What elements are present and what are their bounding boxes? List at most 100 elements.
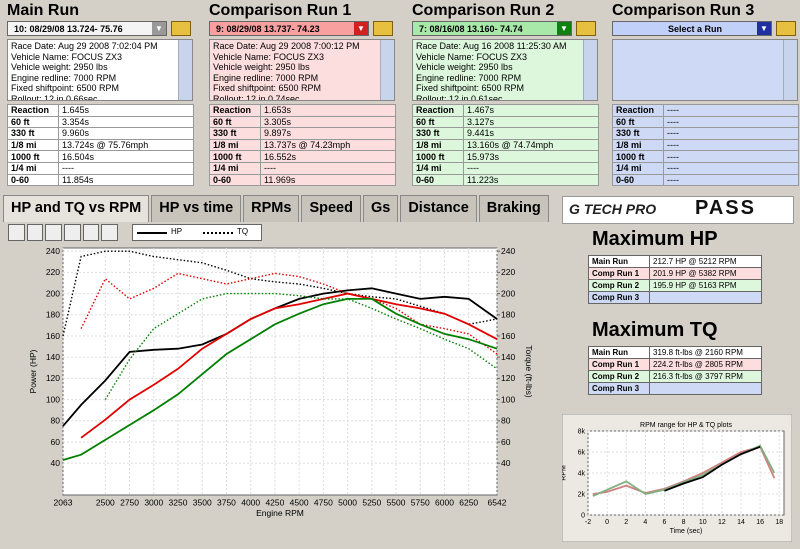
x-tick-label: 2500 bbox=[96, 498, 115, 508]
max-row: Comp Run 2 195.9 HP @ 5163 RPM bbox=[588, 279, 762, 292]
folder-icon[interactable] bbox=[776, 21, 796, 36]
toolbar: HP TQ bbox=[8, 224, 262, 242]
stats-table: Reaction 1.645s 60 ft 3.354s 330 ft 9.960s 1/8… bbox=[7, 104, 194, 187]
x-tick-label: 2750 bbox=[120, 498, 139, 508]
run-selector[interactable]: 10: 08/29/08 13.724- 75.76 ▼ bbox=[7, 21, 167, 36]
max-row: Main Run 319.8 ft-lbs @ 2160 RPM bbox=[588, 346, 762, 359]
tab[interactable]: HP and TQ vs RPM bbox=[3, 195, 150, 222]
pan[interactable] bbox=[64, 224, 81, 241]
stat-label: 1/4 mi bbox=[7, 161, 59, 175]
zoom-box[interactable] bbox=[26, 224, 44, 241]
hp-tq-chart: 2063 2500 2750 3000 3250 3500 3750 4000 4250 4500… bbox=[5, 245, 555, 542]
stat-label: 0-60 bbox=[612, 173, 664, 187]
legend-tq: TQ bbox=[237, 227, 249, 236]
folder-icon[interactable] bbox=[171, 21, 191, 36]
run-info bbox=[612, 39, 798, 101]
stat-value: 9.897s bbox=[260, 127, 396, 140]
zoom-in[interactable] bbox=[8, 224, 25, 241]
x-tick-label: 6542 bbox=[488, 498, 507, 508]
info-line: Vehicle weight: 2950 lbs bbox=[11, 62, 108, 72]
run-selector[interactable]: 9: 08/29/08 13.737- 74.23 ▼ bbox=[209, 21, 369, 36]
stat-label: 330 ft bbox=[209, 127, 261, 140]
y-tick-label: 220 bbox=[46, 267, 60, 277]
stat-value: ---- bbox=[663, 127, 799, 140]
scrollbar bbox=[178, 40, 192, 100]
x-axis-label: Engine RPM bbox=[256, 508, 304, 518]
max-label: Comp Run 2 bbox=[588, 279, 650, 292]
stat-value: 16.552s bbox=[260, 150, 396, 163]
x-tick-label: -2 bbox=[585, 519, 591, 526]
stats-row: 60 ft ---- bbox=[612, 115, 799, 129]
x-tick-label: 5000 bbox=[338, 498, 357, 508]
y2-tick-label: 120 bbox=[501, 373, 515, 383]
x-tick-label: 10 bbox=[699, 519, 707, 526]
y-tick-label: 120 bbox=[46, 373, 60, 383]
tab[interactable]: RPMs bbox=[243, 195, 300, 222]
run-panel: Main Run 10: 08/29/08 13.724- 75.76 ▼ Race … bbox=[3, 0, 199, 193]
selector-text: 10: 08/29/08 13.724- 75.76 bbox=[14, 24, 123, 34]
x-tick-label: 2063 bbox=[54, 498, 73, 508]
selector-arrow: ▼ bbox=[152, 22, 166, 35]
run-selector[interactable]: 7: 08/16/08 13.160- 74.74 ▼ bbox=[412, 21, 572, 36]
max-tq-table: Main Run 319.8 ft-lbs @ 2160 RPM Comp Run … bbox=[588, 346, 762, 395]
stat-value: 13.737s @ 74.23mph bbox=[260, 138, 396, 152]
line-legend: HP TQ bbox=[132, 224, 262, 241]
stats-table: Reaction ---- 60 ft ---- 330 ft ---- 1/8 mi ---… bbox=[612, 104, 799, 187]
info-line: Engine redline: 7000 RPM bbox=[416, 72, 522, 83]
max-row: Comp Run 3 bbox=[588, 382, 762, 395]
stats-row: 330 ft ---- bbox=[612, 127, 799, 140]
stat-value: 1.653s bbox=[260, 104, 396, 117]
zoom-out[interactable] bbox=[45, 224, 63, 241]
logo: G TECH PRO PASS bbox=[562, 196, 794, 224]
stats-row: 60 ft 3.305s bbox=[209, 115, 396, 129]
stat-label: 1/4 mi bbox=[412, 161, 464, 175]
info-line: Race Date: Aug 16 2008 11:25:30 AM bbox=[416, 41, 567, 51]
stat-value: 11.969s bbox=[260, 173, 396, 187]
y2-tick-label: 180 bbox=[501, 310, 515, 320]
y-tick-label: 240 bbox=[46, 246, 60, 256]
stats-row: 1/8 mi 13.160s @ 74.74mph bbox=[412, 138, 599, 152]
stat-label: 1/8 mi bbox=[7, 138, 59, 152]
run-panel: Comparison Run 3 Select a Run ▼ Reaction ---… bbox=[608, 0, 800, 193]
stat-label: Reaction bbox=[612, 104, 664, 117]
stat-value: ---- bbox=[463, 161, 599, 175]
stat-label: 330 ft bbox=[412, 127, 464, 140]
max-label: Comp Run 1 bbox=[588, 358, 650, 371]
max-row: Comp Run 3 bbox=[588, 291, 762, 304]
run-panel: Comparison Run 2 7: 08/16/08 13.160- 74.7… bbox=[408, 0, 604, 193]
tab[interactable]: HP vs time bbox=[151, 195, 242, 222]
info-line: Vehicle weight: 2950 lbs bbox=[213, 62, 310, 72]
grid-toggle[interactable] bbox=[101, 224, 119, 241]
stat-label: Reaction bbox=[7, 104, 59, 117]
stat-value: ---- bbox=[260, 161, 396, 175]
x-tick-label: 14 bbox=[737, 519, 745, 526]
max-tq-title: Maximum TQ bbox=[592, 319, 718, 341]
max-label: Comp Run 1 bbox=[588, 267, 650, 280]
logo-product: PASS bbox=[695, 197, 756, 219]
stats-row: 1/4 mi ---- bbox=[7, 161, 194, 175]
tab[interactable]: Gs bbox=[362, 195, 399, 222]
x-tick-label: 16 bbox=[756, 519, 764, 526]
tab[interactable]: Distance bbox=[400, 195, 477, 222]
run-panel: Comparison Run 1 9: 08/29/08 13.737- 74.2… bbox=[205, 0, 401, 193]
x-tick-label: 4 bbox=[643, 519, 647, 526]
tab[interactable]: Speed bbox=[301, 195, 361, 222]
stat-value: 11.223s bbox=[463, 173, 599, 187]
folder-icon[interactable] bbox=[576, 21, 596, 36]
tab[interactable]: Braking bbox=[478, 195, 549, 222]
stat-label: 1000 ft bbox=[7, 150, 59, 163]
stats-row: 0-60 ---- bbox=[612, 173, 799, 187]
run-selector[interactable]: Select a Run ▼ bbox=[612, 21, 772, 36]
stat-value: 3.127s bbox=[463, 115, 599, 129]
y2-tick-label: 80 bbox=[501, 416, 511, 426]
folder-icon[interactable] bbox=[373, 21, 393, 36]
y-axis-label: RPM bbox=[562, 465, 568, 481]
run-info: Race Date: Aug 16 2008 11:25:30 AM Vehicl… bbox=[412, 39, 598, 101]
run-title: Main Run bbox=[7, 2, 79, 19]
stat-value: ---- bbox=[663, 173, 799, 187]
stats-row: 330 ft 9.897s bbox=[209, 127, 396, 140]
fit[interactable] bbox=[82, 224, 100, 241]
stats-row: Reaction 1.653s bbox=[209, 104, 396, 117]
stat-value: 9.960s bbox=[58, 127, 194, 140]
info-line: Race Date: Aug 29 2008 7:00:12 PM bbox=[213, 41, 360, 51]
